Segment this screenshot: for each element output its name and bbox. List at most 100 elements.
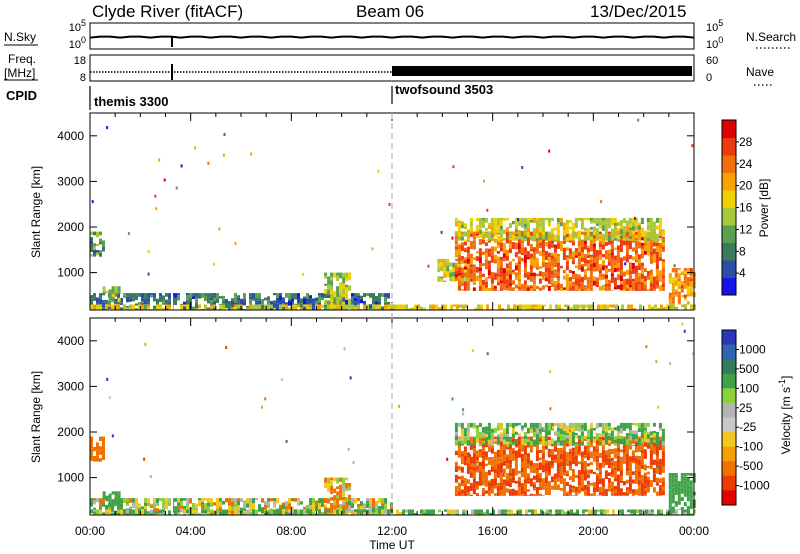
heatmap-cell <box>457 227 461 232</box>
heatmap-cell <box>357 293 360 296</box>
heatmap-cell <box>420 513 423 515</box>
heatmap-cell <box>631 230 635 234</box>
heatmap-cell <box>523 288 527 291</box>
heatmap-cell <box>369 509 372 515</box>
heatmap-cell <box>135 498 138 502</box>
heatmap-cell <box>583 274 587 281</box>
heatmap-cell <box>526 463 530 469</box>
heatmap-cell <box>508 232 512 239</box>
heatmap-cell <box>510 512 513 515</box>
heatmap-cell <box>686 478 690 483</box>
freq-label-bottom: [MHz] <box>4 66 35 80</box>
heatmap-cell <box>677 494 681 498</box>
heatmap-cell <box>352 461 355 464</box>
heatmap-cell <box>580 243 584 247</box>
heatmap-cell <box>589 454 593 459</box>
heatmap-cell <box>577 485 581 489</box>
heatmap-cell <box>372 507 375 514</box>
heatmap-cell <box>649 450 653 456</box>
heatmap-cell <box>637 272 641 277</box>
heatmap-cell <box>423 509 426 513</box>
colorbar-swatch <box>722 417 736 433</box>
heatmap-cell <box>250 152 253 156</box>
heatmap-cell <box>637 254 641 260</box>
heatmap-cell <box>568 226 572 230</box>
heatmap-cell <box>180 164 183 168</box>
heatmap-cell <box>655 225 659 230</box>
heatmap-cell <box>417 308 420 310</box>
heatmap-cell <box>342 280 346 284</box>
heatmap-cell <box>469 444 473 450</box>
heatmap-cell <box>643 428 647 431</box>
heatmap-cell <box>651 509 654 512</box>
heatmap-cell <box>156 511 159 515</box>
heatmap-cell <box>454 486 458 490</box>
heatmap-cell <box>591 304 594 307</box>
heatmap-cell <box>543 304 546 307</box>
heatmap-cell <box>451 397 454 401</box>
heatmap-cell <box>541 234 545 240</box>
heatmap-cell <box>381 506 384 512</box>
heatmap-cell <box>399 512 402 515</box>
heatmap-cell <box>255 300 258 303</box>
heatmap-cell <box>114 293 118 297</box>
heatmap-cell <box>249 507 252 510</box>
heatmap-cell <box>588 509 591 514</box>
heatmap-cell <box>452 165 455 169</box>
heatmap-cell <box>577 240 581 247</box>
heatmap-cell <box>93 509 96 512</box>
heatmap-cell <box>175 186 178 190</box>
heatmap-cell <box>288 300 291 306</box>
heatmap-cell <box>655 431 659 435</box>
heatmap-cell <box>637 475 641 478</box>
heatmap-cell <box>429 304 432 309</box>
heatmap-cell <box>619 480 623 483</box>
heatmap-cell <box>526 223 530 228</box>
heatmap-cell <box>252 498 255 504</box>
heatmap-cell <box>559 283 563 289</box>
heatmap-cell <box>674 478 678 484</box>
heatmap-cell <box>258 509 261 512</box>
heatmap-cell <box>159 304 162 307</box>
heatmap-cell <box>691 352 694 356</box>
heatmap-cell <box>634 269 638 274</box>
heatmap-cell <box>141 512 144 515</box>
heatmap-cell <box>96 304 99 307</box>
heatmap-cell <box>330 304 333 310</box>
heatmap-cell <box>387 306 390 310</box>
heatmap-cell <box>526 494 530 496</box>
heatmap-cell <box>565 286 569 291</box>
colorbar-swatch <box>722 225 736 243</box>
heatmap-cell <box>534 509 537 515</box>
heatmap-cell <box>517 422 521 426</box>
heatmap-cell <box>478 267 482 271</box>
heatmap-cell <box>511 468 515 474</box>
heatmap-cell <box>607 488 611 492</box>
heatmap-cell <box>586 233 590 237</box>
colorbar-tick-label: 8 <box>739 244 746 258</box>
heatmap-cell <box>553 454 557 460</box>
heatmap-cell <box>550 460 554 466</box>
heatmap-cell <box>616 452 620 456</box>
heatmap-cell <box>643 433 647 439</box>
heatmap-cell <box>535 470 539 475</box>
heatmap-cell <box>493 288 497 291</box>
heatmap-cell <box>613 443 617 446</box>
heatmap-cell <box>523 223 527 228</box>
heatmap-cell <box>655 285 659 289</box>
heatmap-cell <box>168 298 171 303</box>
heatmap-cell <box>613 436 617 441</box>
heatmap-cell <box>336 304 340 308</box>
heatmap-cell <box>577 235 581 239</box>
heatmap-cell <box>505 459 509 464</box>
heatmap-cell <box>535 285 539 289</box>
heatmap-cell <box>649 261 653 264</box>
heatmap-cell <box>661 261 665 268</box>
heatmap-cell <box>165 506 168 510</box>
heatmap-cell <box>677 298 681 304</box>
heatmap-cell <box>371 247 374 251</box>
heatmap-cell <box>225 346 228 349</box>
heatmap-cell <box>466 432 470 437</box>
heatmap-cell <box>387 509 390 515</box>
heatmap-cell <box>628 425 632 431</box>
